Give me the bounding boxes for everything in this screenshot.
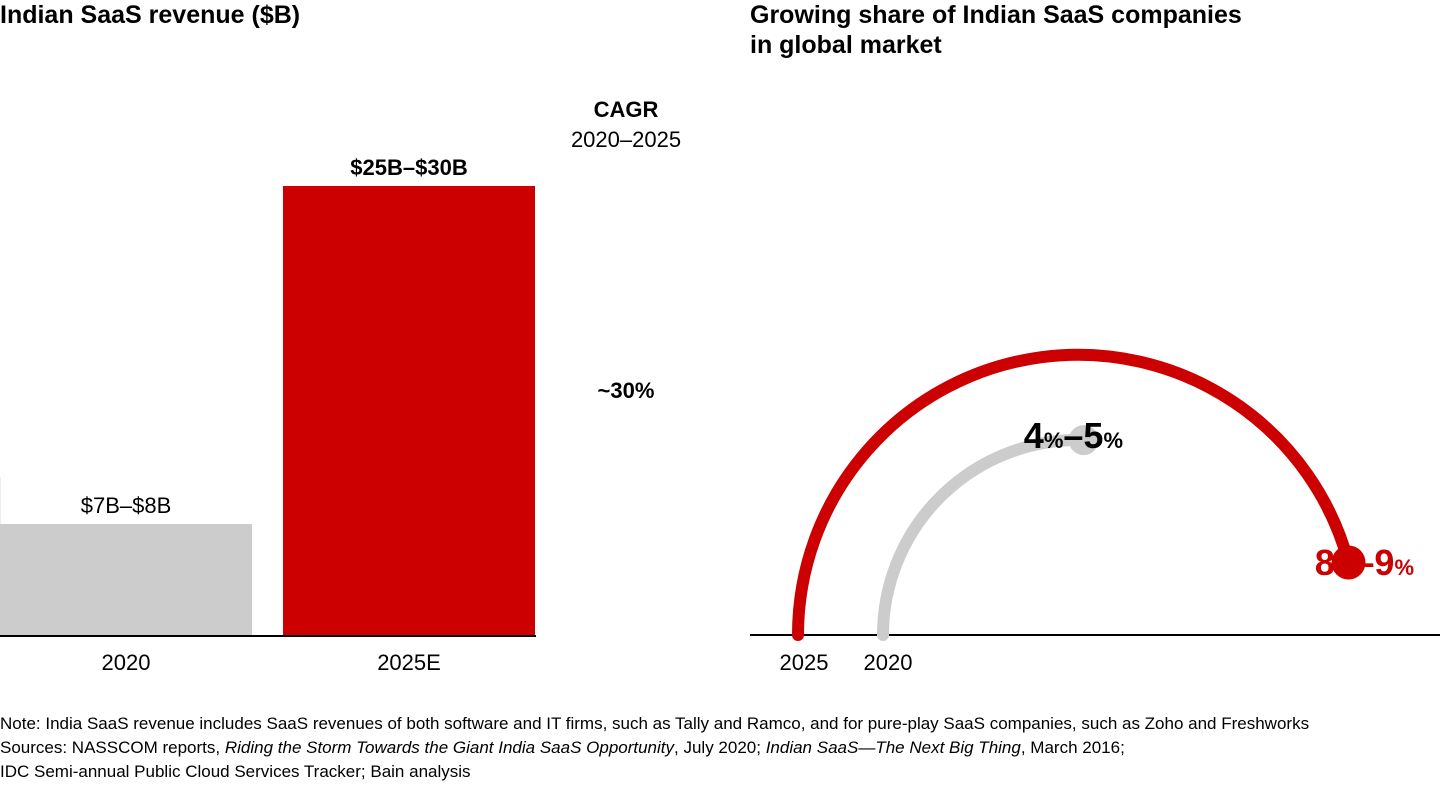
share-label-2025: 8%–9% <box>1315 542 1414 583</box>
sources-text-line2: IDC Semi-annual Public Cloud Services Tr… <box>0 762 471 781</box>
arc-2020 <box>877 434 1090 641</box>
data-label-2025e: $25B–$30B <box>350 155 468 180</box>
left-chart-title: Indian SaaS revenue ($B) <box>0 1 301 29</box>
arc-2025 <box>792 348 1355 641</box>
share-label-2020: 4%–5% <box>1024 415 1123 456</box>
cagr-value: ~30% <box>597 378 655 403</box>
data-label-2020: $7B–$8B <box>80 493 172 518</box>
note-text: Note: India SaaS revenue includes SaaS r… <box>0 714 1310 733</box>
bar-2020 <box>0 524 252 635</box>
x-tick-2025e: 2025E <box>377 650 441 675</box>
cagr-period: 2020–2025 <box>570 127 682 152</box>
right-chart-title-line2: in global market <box>750 31 942 59</box>
arc-chart: 4%–5% 8%–9% <box>750 348 1440 641</box>
sources-text: Sources: NASSCOM reports, Riding the Sto… <box>0 738 1125 757</box>
cagr-label: CAGR <box>593 97 659 122</box>
bar-2025e <box>283 186 535 635</box>
footnotes: Note: India SaaS revenue includes SaaS r… <box>0 712 1420 784</box>
arc-2020-endpoint <box>1068 425 1099 456</box>
arc-2025-endpoint <box>1331 545 1366 580</box>
x-tick-2020: 2020 <box>101 650 151 675</box>
arc-tick-2020: 2020 <box>863 650 913 675</box>
right-chart-title: Growing share of Indian SaaS companies i… <box>750 0 1370 60</box>
bar-chart <box>0 186 536 637</box>
right-chart-title-line1: Growing share of Indian SaaS companies <box>750 1 1242 29</box>
arc-tick-2025: 2025 <box>779 650 829 675</box>
